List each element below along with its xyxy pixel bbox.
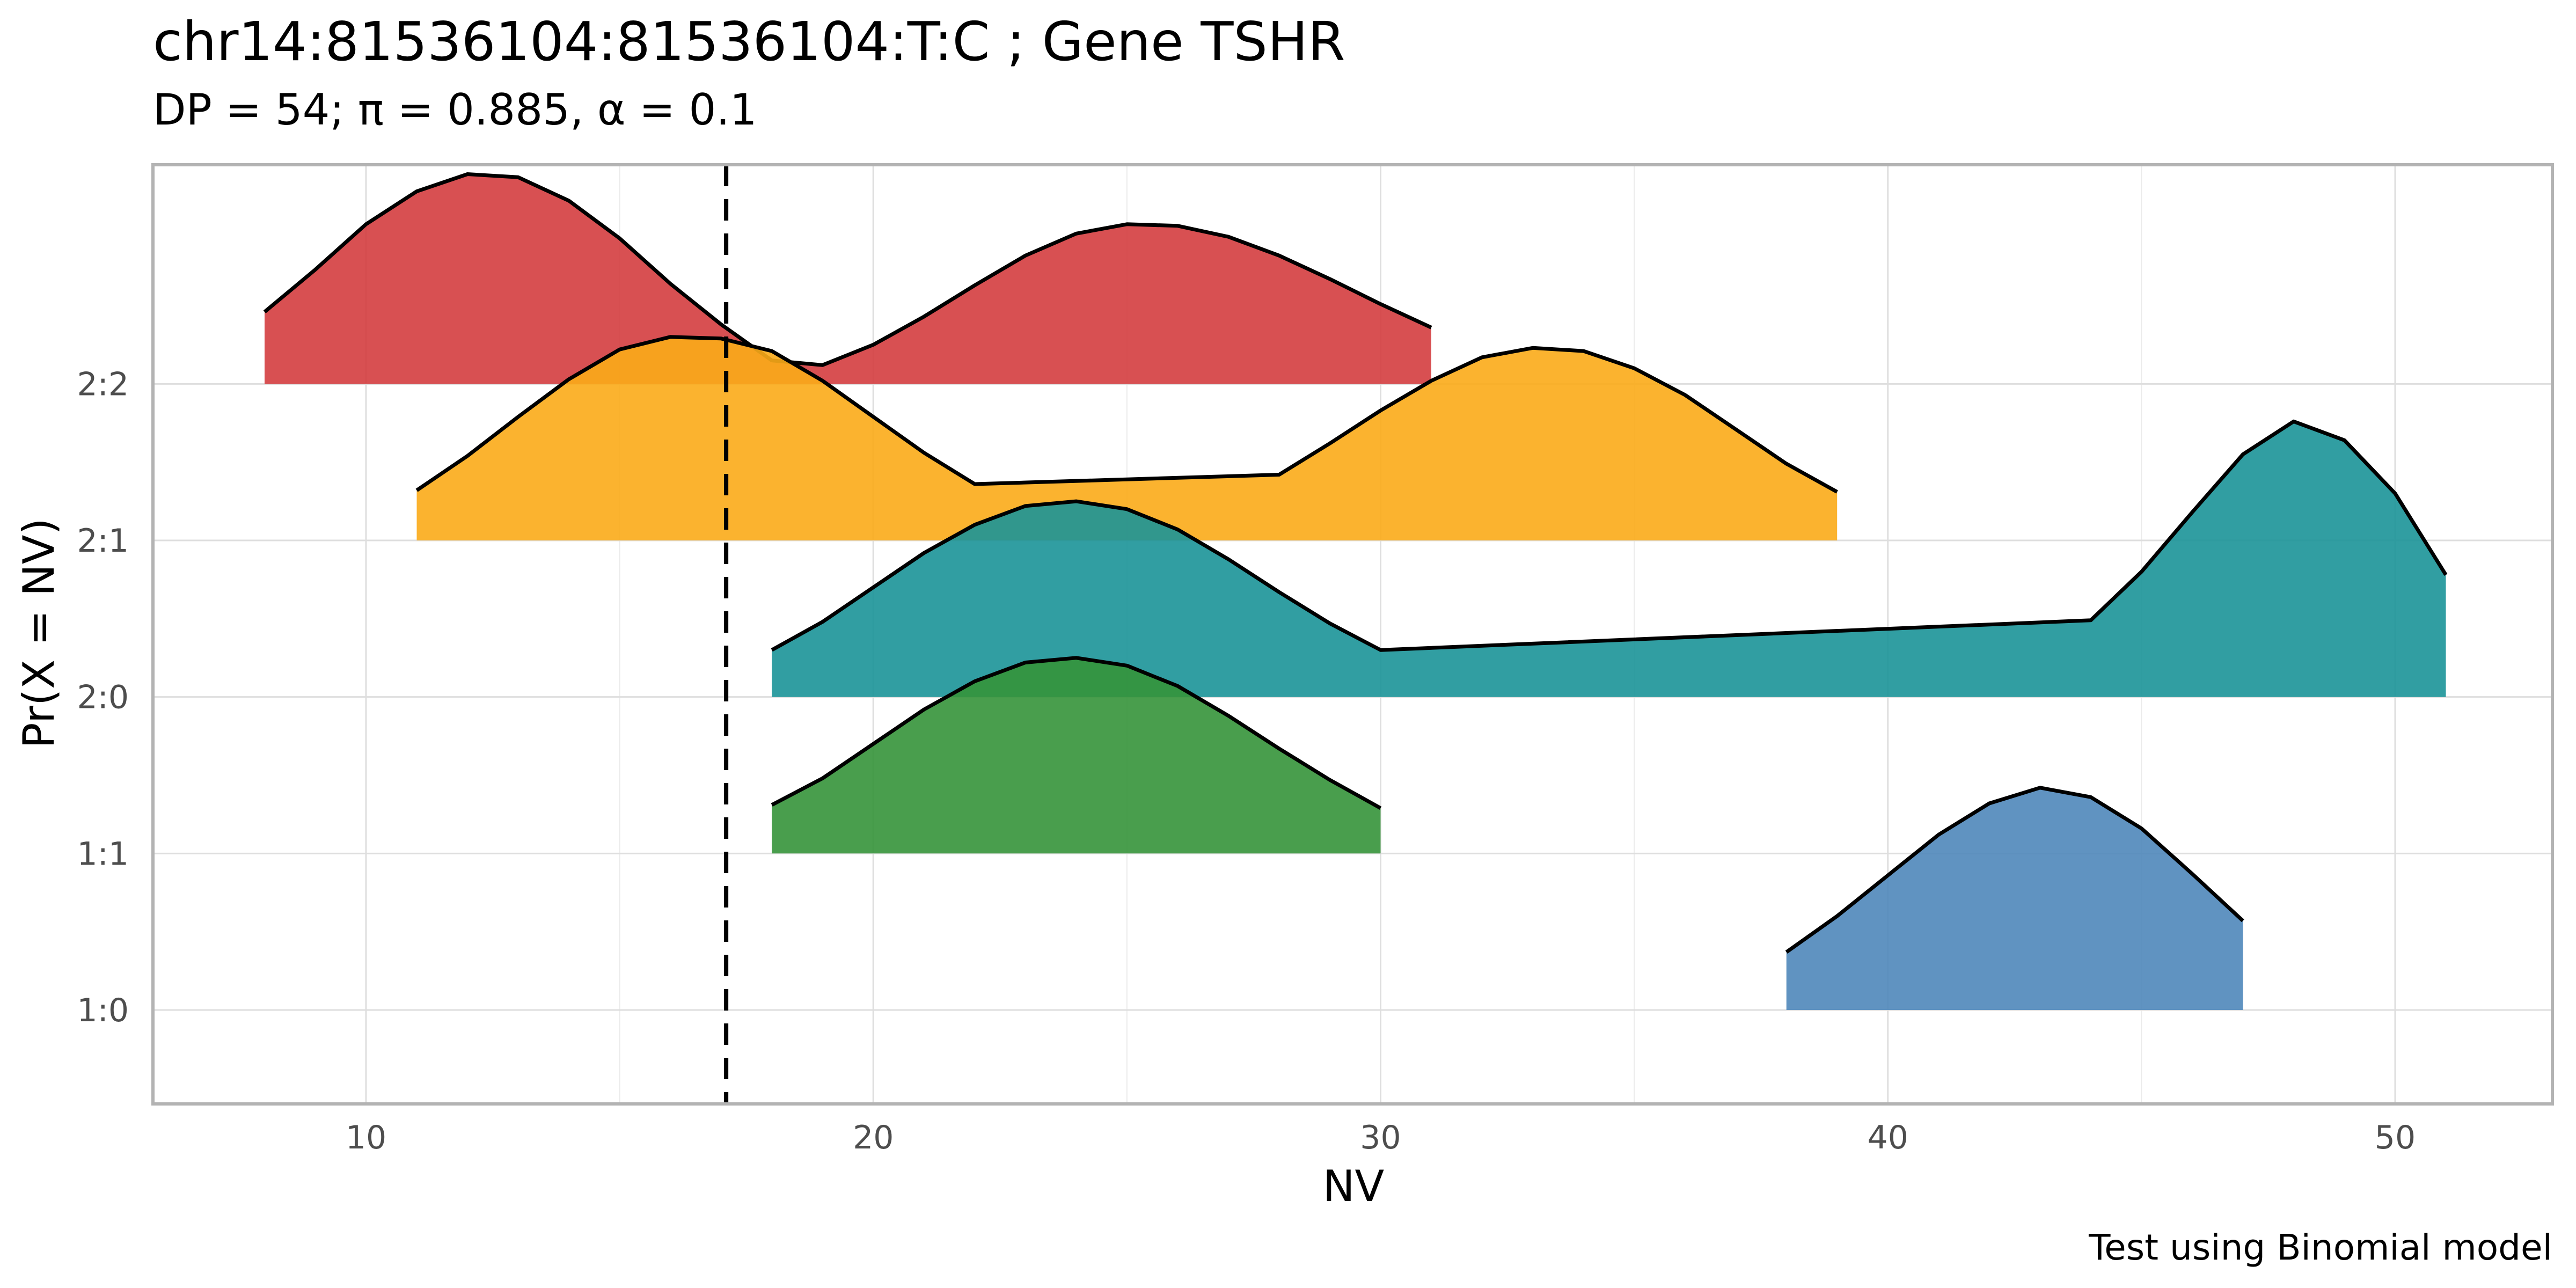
x-tick-label: 40 bbox=[1868, 1119, 1908, 1157]
density-line-1:1 bbox=[771, 656, 1382, 810]
y-tick-label: 2:1 bbox=[77, 522, 129, 560]
x-tick-label: 20 bbox=[853, 1119, 894, 1157]
density-line-2:0 bbox=[771, 419, 2448, 652]
density-area-2:1 bbox=[416, 336, 1838, 540]
density-area-2:0 bbox=[772, 421, 2446, 697]
x-axis-title: NV bbox=[1323, 1161, 1385, 1211]
panel-border bbox=[151, 163, 2554, 1106]
y-tick-label: 1:0 bbox=[77, 992, 129, 1029]
density-area-1:1 bbox=[772, 657, 1381, 854]
x-tick-label: 10 bbox=[346, 1119, 386, 1157]
density-line-2:1 bbox=[415, 335, 1838, 494]
density-area-1:0 bbox=[1786, 787, 2243, 1010]
y-tick-label: 2:2 bbox=[77, 365, 129, 403]
series-layer bbox=[263, 172, 2448, 1010]
overlay-layer bbox=[151, 163, 2554, 1106]
y-axis-title: Pr(X = NV) bbox=[14, 518, 64, 748]
density-line-2:2 bbox=[263, 172, 1432, 367]
tick-labels: 10 20 30 40 50 1:0 1:1 2:0 2:1 2:2 bbox=[77, 365, 2416, 1157]
chart-title: chr14:81536104:81536104:T:C ; Gene TSHR bbox=[153, 10, 1345, 73]
y-tick-label: 2:0 bbox=[77, 679, 129, 716]
chart-subtitle: DP = 54; π = 0.885, α = 0.1 bbox=[153, 85, 757, 135]
y-tick-label: 1:1 bbox=[77, 835, 129, 873]
x-tick-label: 30 bbox=[1360, 1119, 1401, 1157]
x-tick-label: 50 bbox=[2375, 1119, 2416, 1157]
density-line-1:0 bbox=[1785, 786, 2244, 954]
chart-caption: Test using Binomial model bbox=[2088, 1227, 2552, 1268]
density-area-2:2 bbox=[265, 174, 1431, 384]
